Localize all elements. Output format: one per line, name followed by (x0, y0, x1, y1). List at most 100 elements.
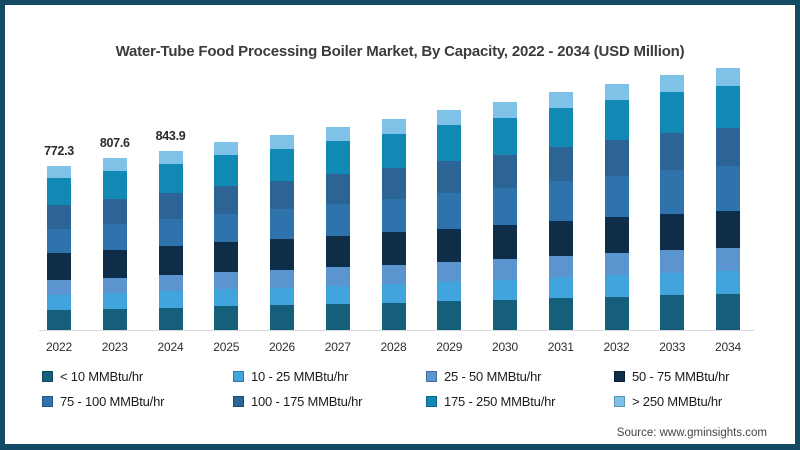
bar-segment-gt-250 (660, 75, 685, 92)
bar-segment-25-50 (381, 264, 406, 284)
legend-label: 25 - 50 MMBtu/hr (444, 369, 542, 384)
bar-segment-175-250 (493, 117, 517, 155)
bar-segment-75-100 (716, 165, 740, 211)
bar-segment-50-75 (381, 232, 406, 265)
bar-segment-175-250 (381, 133, 406, 169)
bar-segment-gt-250 (437, 110, 462, 126)
bar-segment-10-25 (270, 287, 294, 306)
x-axis-label: 2031 (547, 340, 574, 354)
legend-swatch-icon (614, 371, 625, 382)
source-attribution: Source: www.gminsights.com (616, 427, 767, 439)
bar-segment-50-75 (158, 246, 183, 276)
legend-label: 175 - 250 MMBtu/hr (444, 394, 556, 409)
bar-segment-25-50 (660, 250, 685, 273)
x-axis-label: 2026 (269, 340, 295, 354)
bar-segment-gt-250 (381, 119, 406, 134)
bar-segment-175-250 (604, 100, 629, 140)
bar-segment-25-50 (604, 253, 629, 276)
bar-segment-175-250 (214, 155, 239, 187)
bar-stack (325, 127, 350, 331)
bar-segment-lt-10 (604, 296, 629, 331)
bar-segment-10-25 (604, 275, 629, 297)
x-axis-label: 2028 (380, 340, 407, 354)
legend-swatch-icon (233, 371, 244, 382)
legend-swatch-icon (426, 371, 437, 382)
bar-segment-100-175 (158, 193, 183, 220)
bar-segment-75-100 (325, 204, 350, 236)
bar-column-2030: 2030 (492, 62, 518, 354)
bar-stack (270, 134, 294, 331)
bar-stack (437, 110, 462, 331)
bar-segment-25-50 (158, 275, 183, 292)
bar-segment-gt-250 (325, 127, 350, 142)
bar-segment-100-175 (102, 199, 127, 225)
bar-column-2032: 2032 (604, 62, 630, 354)
legend-item-50-75: 50 - 75 MMBtu/hr (614, 369, 767, 384)
bar-segment-gt-250 (548, 92, 573, 109)
bar-stack (660, 75, 685, 331)
bar-segment-10-25 (158, 291, 183, 308)
bar-column-2031: 2031 (548, 62, 574, 354)
bar-value-label: 807.6 (99, 136, 130, 150)
bar-segment-50-75 (660, 213, 685, 251)
legend: < 10 MMBtu/hr 10 - 25 MMBtu/hr 25 - 50 MMB… (42, 369, 767, 409)
bar-segment-gt-250 (158, 150, 183, 164)
bar-segment-50-75 (437, 228, 462, 262)
bar-segment-75-100 (158, 219, 183, 247)
bar-segment-100-175 (493, 154, 517, 188)
bar-segment-gt-250 (270, 134, 294, 149)
bar-segment-75-100 (604, 175, 629, 218)
bar-segment-100-175 (381, 168, 406, 199)
bar-stack (214, 142, 239, 331)
bar-stack (604, 83, 629, 331)
bar-segment-gt-250 (604, 83, 629, 101)
bar-segment-175-250 (716, 85, 740, 128)
bar-segment-100-175 (325, 174, 350, 205)
bar-value-label: 772.3 (44, 144, 74, 158)
x-axis-label: 2032 (603, 340, 630, 354)
bar-column-2026: 2026 (269, 62, 295, 354)
bar-segment-175-250 (437, 125, 462, 162)
bar-segment-10-25 (325, 285, 350, 304)
plot-area: 772.3 2022 807.6 2023 843.9 2024 2025 2026 2027 2… (39, 62, 754, 354)
bar-segment-lt-10 (158, 307, 183, 331)
bar-segment-lt-10 (437, 301, 462, 331)
bar-segment-10-25 (381, 283, 406, 303)
bar-segment-175-250 (548, 108, 573, 147)
bar-stack (716, 68, 740, 331)
x-axis-label: 2033 (659, 340, 686, 354)
bar-segment-lt-10 (716, 294, 740, 331)
bar-segment-10-25 (437, 281, 462, 302)
bar-segment-50-75 (214, 242, 239, 273)
bar-column-2028: 2028 (381, 62, 407, 354)
bar-segment-10-25 (102, 293, 127, 309)
bar-segment-10-25 (548, 277, 573, 299)
legend-item-75-100: 75 - 100 MMBtu/hr (42, 394, 233, 409)
bars-row: 772.3 2022 807.6 2023 843.9 2024 2025 2026 2027 2… (44, 62, 741, 354)
bar-segment-75-100 (47, 229, 71, 253)
bar-column-2029: 2029 (436, 62, 462, 354)
bar-stack (381, 119, 406, 331)
bar-segment-25-50 (493, 259, 517, 280)
x-axis-label: 2023 (101, 340, 128, 354)
bar-column-2022: 772.3 2022 (44, 62, 74, 354)
bar-stack (548, 92, 573, 331)
bar-segment-10-25 (493, 279, 517, 300)
bar-segment-gt-250 (493, 102, 517, 118)
legend-item-10-25: 10 - 25 MMBtu/hr (233, 369, 426, 384)
bar-segment-25-50 (270, 269, 294, 288)
bar-segment-50-75 (716, 210, 740, 249)
bar-segment-100-175 (214, 186, 239, 214)
bar-segment-75-100 (660, 170, 685, 214)
bar-column-2027: 2027 (325, 62, 351, 354)
bar-segment-25-50 (716, 248, 740, 272)
legend-item-lt-10: < 10 MMBtu/hr (42, 369, 233, 384)
bar-column-2033: 2033 (659, 62, 685, 354)
bar-segment-175-250 (102, 170, 127, 200)
bar-segment-25-50 (325, 267, 350, 286)
bar-segment-100-175 (47, 205, 71, 230)
bar-stack (493, 102, 517, 331)
bar-segment-10-25 (660, 272, 685, 296)
bar-segment-75-100 (102, 224, 127, 250)
